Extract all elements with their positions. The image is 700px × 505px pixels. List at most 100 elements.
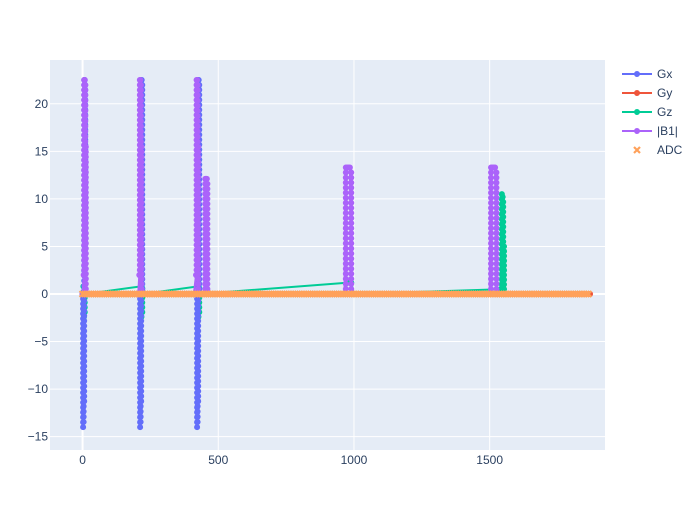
data-point-gx — [80, 413, 87, 420]
data-point-b1 — [82, 118, 89, 125]
data-point-b1 — [493, 230, 500, 237]
data-point-b1 — [82, 159, 89, 166]
data-point-b1 — [82, 194, 89, 201]
data-point-b1 — [138, 250, 145, 257]
data-point-b1 — [493, 260, 500, 267]
data-point-b1 — [137, 123, 144, 130]
x-tick-label: 1500 — [476, 453, 503, 467]
data-point-b1 — [348, 255, 355, 262]
data-point-gx — [81, 317, 88, 324]
data-point-gx — [195, 383, 202, 390]
data-point-b1 — [488, 235, 495, 242]
data-point-b1 — [195, 159, 202, 166]
data-point-gx — [138, 363, 145, 370]
data-point-b1 — [493, 240, 500, 247]
data-point-gx — [138, 373, 145, 380]
data-point-gx — [195, 317, 202, 324]
data-point-gx — [137, 424, 144, 431]
data-point-b1 — [493, 204, 500, 211]
data-point-b1 — [488, 230, 495, 237]
data-point-gx — [81, 297, 88, 304]
data-point-b1 — [138, 179, 145, 186]
data-point-b1 — [488, 255, 495, 262]
data-point-b1 — [204, 190, 211, 197]
legend-item-b1[interactable]: |B1| — [622, 124, 678, 138]
data-point-gx — [81, 398, 88, 405]
data-point-b1 — [493, 220, 500, 227]
data-point-gx — [81, 353, 88, 360]
data-point-b1 — [204, 195, 211, 202]
data-point-b1 — [488, 199, 495, 206]
data-point-gx — [195, 297, 202, 304]
data-point-b1 — [195, 280, 202, 287]
data-point-b1 — [493, 265, 500, 272]
data-point-gx — [138, 343, 145, 350]
data-point-b1 — [342, 245, 349, 252]
data-point-b1 — [138, 143, 145, 150]
data-point-b1 — [137, 87, 144, 94]
data-point-b1 — [493, 255, 500, 262]
data-point-b1 — [138, 214, 145, 221]
data-point-b1 — [138, 174, 145, 181]
data-point-gx — [81, 378, 88, 385]
y-tick-label: 10 — [35, 192, 49, 206]
data-point-gx — [138, 337, 145, 344]
legend-marker — [634, 71, 640, 77]
data-point-gx — [138, 378, 145, 385]
legend-item-gx[interactable]: Gx — [622, 67, 672, 81]
data-point-b1 — [138, 219, 145, 226]
data-point-b1 — [488, 215, 495, 222]
y-tick-label: 5 — [41, 239, 48, 253]
data-point-gz — [500, 208, 507, 215]
data-point-b1 — [82, 285, 89, 292]
data-point-b1 — [204, 185, 211, 192]
data-point-gx — [194, 418, 201, 425]
data-point-b1 — [195, 164, 202, 171]
data-point-b1 — [195, 148, 202, 155]
legend-label: Gy — [657, 86, 672, 100]
data-point-b1 — [342, 230, 349, 237]
data-point-b1 — [138, 194, 145, 201]
data-point-gx — [81, 337, 88, 344]
legend-item-gy[interactable]: Gy — [622, 86, 672, 100]
data-point-b1 — [204, 240, 211, 247]
data-point-b1 — [342, 169, 349, 176]
data-point-b1 — [342, 189, 349, 196]
data-point-b1 — [138, 275, 145, 282]
legend-item-gz[interactable]: Gz — [622, 105, 672, 119]
data-point-gx — [195, 378, 202, 385]
data-point-b1 — [195, 214, 202, 221]
legend-item-adc[interactable]: ADC — [633, 143, 683, 157]
data-point-b1 — [346, 164, 353, 171]
data-point-b1 — [204, 255, 211, 262]
legend-label: ADC — [657, 143, 683, 157]
x-tick-label: 1000 — [341, 453, 368, 467]
data-point-b1 — [493, 225, 500, 232]
data-point-b1 — [488, 285, 495, 292]
data-point-gz — [499, 193, 506, 200]
data-point-b1 — [82, 280, 89, 287]
data-point-b1 — [82, 225, 89, 232]
data-point-b1 — [195, 225, 202, 232]
data-point-gz — [501, 271, 508, 278]
data-point-gz — [500, 228, 507, 235]
data-point-gx — [138, 312, 145, 319]
y-tick-label: −10 — [28, 382, 49, 396]
legend[interactable]: Gx Gy Gz |B1| ADC — [622, 67, 683, 157]
data-point-b1 — [493, 174, 500, 181]
data-point-gz — [500, 213, 507, 220]
data-point-b1 — [342, 260, 349, 267]
data-point-b1 — [82, 250, 89, 257]
data-point-b1 — [82, 245, 89, 252]
data-point-gx — [195, 388, 202, 395]
data-point-b1 — [348, 210, 355, 217]
data-point-b1 — [348, 189, 355, 196]
data-point-b1 — [342, 184, 349, 191]
data-point-b1 — [348, 260, 355, 267]
data-point-b1 — [138, 169, 145, 176]
data-point-gx — [194, 408, 201, 415]
data-point-b1 — [493, 199, 500, 206]
data-point-b1 — [204, 180, 211, 187]
y-tick-label: 15 — [35, 144, 49, 158]
data-point-b1 — [138, 199, 145, 206]
